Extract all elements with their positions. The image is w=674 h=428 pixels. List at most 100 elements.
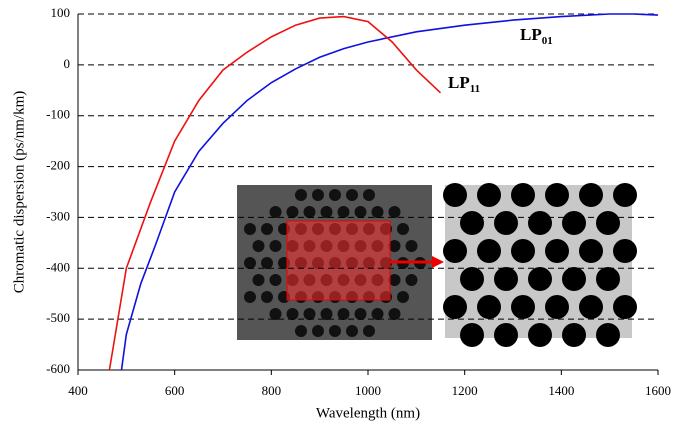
hole	[562, 267, 586, 291]
hole	[545, 239, 569, 263]
hole	[388, 240, 401, 252]
hole	[397, 223, 409, 235]
y-tick-label: -300	[46, 208, 70, 223]
hole	[511, 183, 535, 207]
hole	[363, 325, 375, 337]
x-tick-label: 600	[165, 383, 185, 398]
hole	[346, 189, 358, 201]
hole	[388, 308, 401, 320]
hole	[371, 308, 384, 320]
hole	[244, 223, 256, 235]
x-tick-label: 1400	[548, 383, 574, 398]
hole	[528, 211, 552, 235]
hole	[494, 267, 518, 291]
hole	[494, 211, 518, 235]
hole	[303, 308, 316, 320]
hole	[562, 211, 586, 235]
hole	[579, 239, 603, 263]
hole	[295, 189, 307, 201]
hole	[460, 323, 484, 347]
hole	[269, 240, 282, 252]
hole	[460, 267, 484, 291]
hole	[269, 274, 282, 286]
hole	[388, 206, 401, 218]
highlight-box	[286, 220, 391, 301]
y-axis-title: Chromatic dispersion (ps/nm/km)	[11, 91, 27, 293]
hole	[303, 206, 316, 218]
hole	[388, 274, 401, 286]
y-tick-label: -400	[46, 259, 70, 274]
hole	[405, 240, 418, 252]
hole	[252, 274, 265, 286]
series-line	[108, 15, 442, 371]
series-line	[120, 13, 659, 371]
hole	[613, 239, 637, 263]
hole	[545, 183, 569, 207]
hole	[477, 239, 501, 263]
hole	[477, 295, 501, 319]
hole	[371, 206, 384, 218]
hole	[244, 257, 256, 269]
sem-inset	[237, 183, 637, 347]
hole	[528, 323, 552, 347]
hole	[579, 183, 603, 207]
hole	[477, 183, 501, 207]
y-tick-label: -600	[46, 361, 70, 376]
x-tick-label: 1200	[452, 383, 478, 398]
y-tick-label: 100	[51, 5, 71, 20]
hole	[528, 267, 552, 291]
hole	[320, 206, 333, 218]
hole	[397, 291, 409, 303]
hole	[329, 325, 341, 337]
hole	[613, 295, 637, 319]
y-tick-label: -100	[46, 107, 70, 122]
sem-image-right	[445, 185, 632, 338]
hole	[346, 325, 358, 337]
hole	[596, 267, 620, 291]
hole	[337, 308, 350, 320]
x-axis-title: Wavelength (nm)	[316, 405, 420, 421]
hole	[511, 295, 535, 319]
hole	[443, 295, 467, 319]
hole	[337, 206, 350, 218]
x-tick-label: 400	[68, 383, 88, 398]
hole	[511, 239, 535, 263]
hole	[312, 189, 324, 201]
hole	[261, 257, 273, 269]
hole	[562, 323, 586, 347]
hole	[286, 308, 299, 320]
hole	[261, 223, 273, 235]
hole	[312, 325, 324, 337]
y-tick-label: 0	[64, 56, 71, 71]
x-tick-label: 1600	[645, 383, 671, 398]
hole	[596, 323, 620, 347]
hole	[443, 183, 467, 207]
arrow-head	[432, 256, 444, 268]
hole	[443, 239, 467, 263]
hole	[354, 206, 367, 218]
hole	[286, 206, 299, 218]
hole	[269, 308, 282, 320]
hole	[613, 183, 637, 207]
x-tick-label: 1000	[355, 383, 381, 398]
y-tick-label: -500	[46, 310, 70, 325]
y-tick-label: -200	[46, 158, 70, 173]
hole	[579, 295, 603, 319]
hole	[329, 189, 341, 201]
hole	[494, 323, 518, 347]
hole	[596, 211, 620, 235]
hole	[252, 240, 265, 252]
hole	[363, 189, 375, 201]
series-label: LP01	[520, 25, 553, 47]
series-label: LP11	[448, 73, 480, 95]
hole	[295, 325, 307, 337]
hole	[269, 206, 282, 218]
hole	[405, 274, 418, 286]
hole	[320, 308, 333, 320]
hole	[545, 295, 569, 319]
hole	[261, 291, 273, 303]
hole	[244, 291, 256, 303]
hole	[460, 211, 484, 235]
hole	[354, 308, 367, 320]
